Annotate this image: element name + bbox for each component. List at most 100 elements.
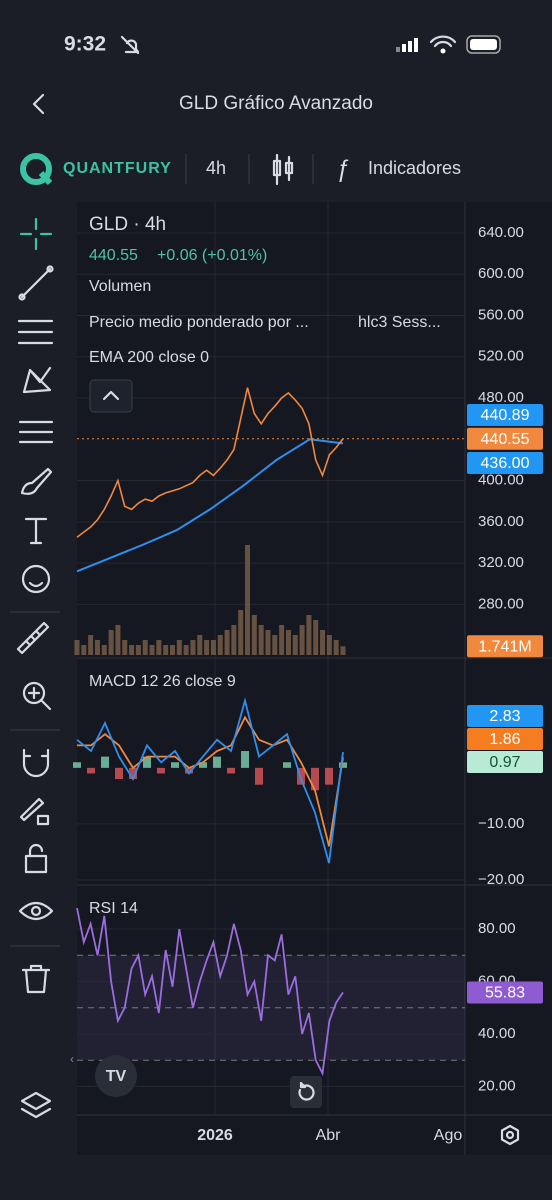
- volume-bar: [272, 635, 278, 655]
- indicator-label: hlc3 Sess...: [358, 314, 441, 331]
- y-tick-label: −20.00: [478, 871, 524, 888]
- price-badge: [467, 452, 543, 474]
- volume-bar: [204, 640, 210, 655]
- chart-title: GLD · 4h: [89, 214, 166, 235]
- x-tick-label: Abr: [316, 1127, 342, 1144]
- histogram-bar: [171, 762, 179, 768]
- volume-bar: [210, 640, 216, 655]
- price-badge-label: 0.97: [489, 754, 520, 771]
- volume-bar: [306, 615, 312, 655]
- volume-bar: [101, 645, 107, 655]
- volume-bar: [135, 645, 141, 655]
- back-button[interactable]: [32, 93, 45, 115]
- histogram-bar: [87, 767, 95, 774]
- volume-bar: [320, 630, 326, 655]
- y-tick-label: 520.00: [478, 348, 524, 365]
- collapse-icon: [102, 390, 120, 401]
- histogram-bar: [115, 767, 123, 780]
- price-badge: [467, 705, 543, 727]
- price-badge: [467, 427, 543, 450]
- volume-bar: [238, 610, 244, 655]
- volume-bar: [245, 545, 251, 655]
- legend-volume: Volumen: [89, 278, 151, 295]
- histogram-bar: [185, 767, 193, 774]
- volume-bar: [285, 630, 291, 655]
- collapse-button[interactable]: [89, 379, 133, 413]
- y-tick-label: 360.00: [478, 513, 524, 530]
- histogram-bar: [199, 762, 207, 768]
- price-badge: [467, 404, 543, 426]
- volume-bar: [299, 625, 305, 655]
- series-line: [77, 715, 344, 847]
- y-tick-label: 320.00: [478, 554, 524, 571]
- y-tick-label: 40.00: [478, 1025, 516, 1042]
- histogram-bar: [101, 756, 109, 768]
- indicators-button[interactable]: Indicadores: [368, 158, 461, 178]
- price-badge-label: 1.741M: [478, 639, 531, 656]
- y-tick-label: 600.00: [478, 265, 524, 282]
- histogram-bar: [157, 767, 165, 774]
- volume-bar: [156, 640, 162, 655]
- volume-bar: [340, 646, 346, 655]
- y-tick-label: 280.00: [478, 595, 524, 612]
- histogram-bar: [241, 751, 249, 768]
- price-badge-label: 1.86: [489, 731, 520, 748]
- histogram-bar: [325, 767, 333, 785]
- chart-type-button[interactable]: [272, 153, 294, 186]
- histogram-bar: [227, 767, 235, 774]
- settings-button[interactable]: [500, 1124, 520, 1146]
- indicator-label: Precio medio ponderado por ...: [89, 314, 309, 331]
- volume-bar: [163, 645, 169, 655]
- volume-bar: [197, 635, 203, 655]
- reset-button[interactable]: [290, 1076, 322, 1108]
- y-tick-label: 480.00: [478, 389, 524, 406]
- indicators-icon[interactable]: ƒ: [336, 155, 349, 182]
- histogram-bar: [339, 762, 347, 768]
- legend-ema: EMA 200 close 0: [89, 349, 209, 366]
- volume-bar: [169, 645, 175, 655]
- price-badge-label: 436.00: [481, 455, 530, 472]
- volume-bar: [115, 625, 121, 655]
- price-badge-label: 2.83: [489, 708, 520, 725]
- y-tick-label: 400.00: [478, 472, 524, 489]
- price-badge: [467, 635, 543, 658]
- header-title: GLD Gráfico Avanzado: [179, 93, 373, 114]
- tradingview-logo[interactable]: [95, 1055, 137, 1097]
- y-tick-label: −10.00: [478, 815, 524, 832]
- volume-bar: [88, 635, 94, 655]
- volume-bar: [183, 645, 189, 655]
- price-badge: [467, 981, 543, 1004]
- volume-bar: [122, 640, 128, 655]
- volume-bar: [74, 640, 80, 655]
- x-tick-label: 2026: [197, 1127, 233, 1144]
- volume-bar: [326, 635, 332, 655]
- logo-mark: TV: [106, 1068, 127, 1085]
- y-tick-label: 560.00: [478, 306, 524, 323]
- volume-bar: [190, 640, 196, 655]
- y-tick-label: 20.00: [478, 1077, 516, 1094]
- volume-bar: [292, 635, 298, 655]
- reset-icon: [298, 1081, 315, 1101]
- drawing-tools[interactable]: [16, 217, 54, 1119]
- histogram-bar: [311, 767, 319, 791]
- volume-bar: [149, 645, 155, 655]
- volume-bar: [81, 645, 87, 655]
- interval-button[interactable]: 4h: [206, 158, 226, 178]
- scroll-hint[interactable]: ‹: [70, 1052, 74, 1066]
- series-line: [76, 697, 344, 864]
- pane-title: MACD 12 26 close 9: [89, 673, 236, 690]
- histogram-bar: [143, 756, 151, 768]
- price-badge-label: 440.55: [481, 431, 530, 448]
- status-time: 9:32: [64, 33, 106, 56]
- histogram-bar: [283, 762, 291, 768]
- volume-bar: [217, 635, 223, 655]
- price-change: +0.06 (+0.01%): [157, 247, 267, 264]
- brand-logo[interactable]: [20, 153, 53, 186]
- price-badge: [467, 728, 543, 750]
- volume-bar: [251, 615, 257, 655]
- volume-bar: [129, 645, 135, 655]
- histogram-bar: [255, 767, 263, 785]
- price-badge-label: 55.83: [485, 985, 525, 1002]
- volume-bar: [333, 640, 339, 655]
